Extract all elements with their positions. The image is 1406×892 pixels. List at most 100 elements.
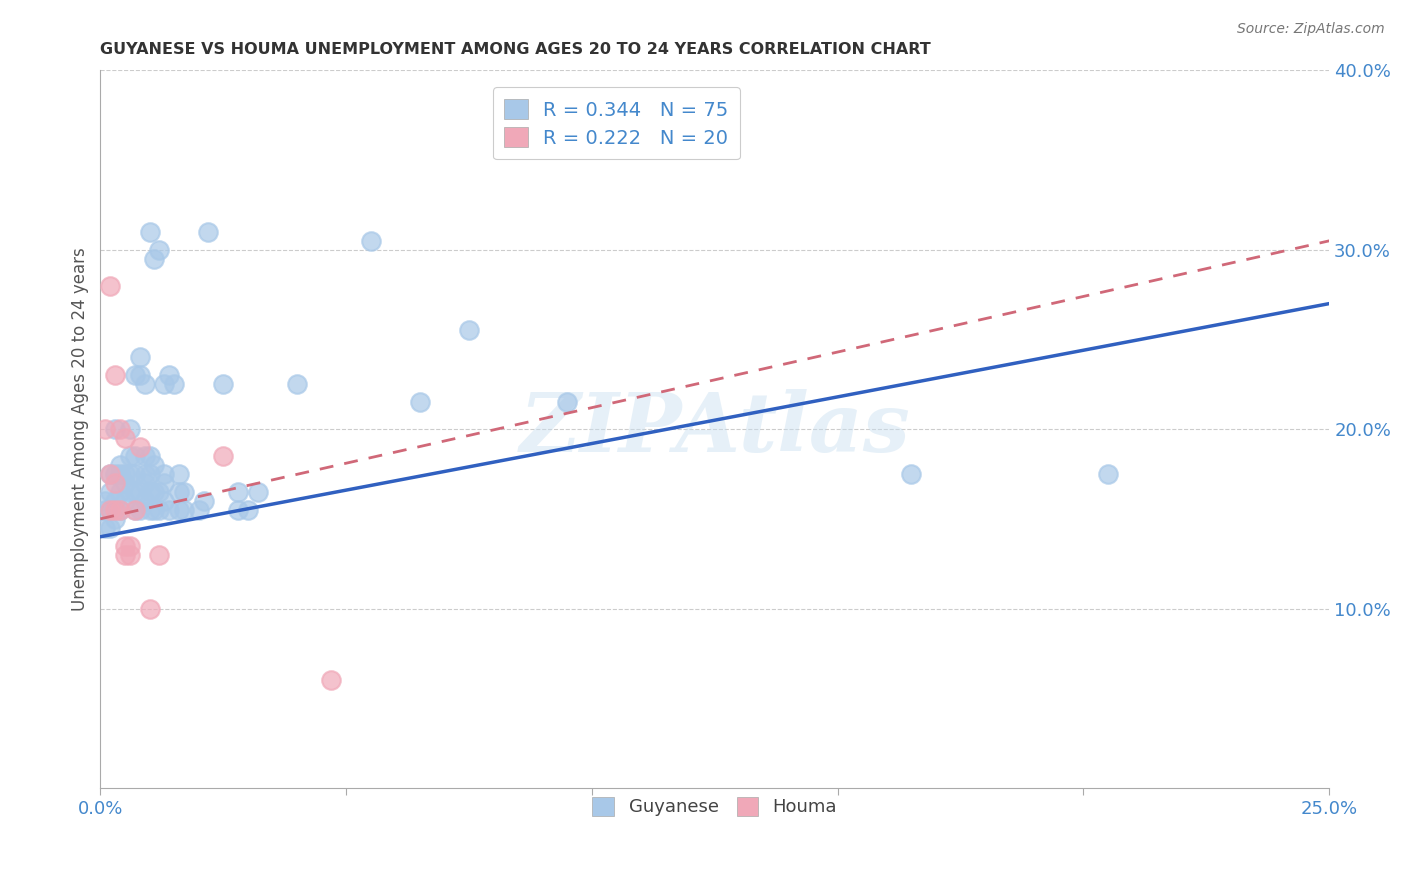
Point [98, 467, 121, 481]
Point [212, 377, 235, 392]
Point [226, 484, 249, 499]
Point [212, 449, 235, 463]
Point [108, 458, 131, 472]
Point [138, 449, 160, 463]
Point [153, 494, 176, 508]
Point [104, 475, 127, 490]
Point [134, 377, 156, 392]
Point [153, 475, 176, 490]
Point [193, 494, 215, 508]
Point [98, 484, 121, 499]
Point [128, 368, 150, 383]
Point [134, 449, 156, 463]
Point [118, 422, 141, 436]
Point [94, 503, 117, 517]
Point [321, 673, 343, 688]
Point [163, 377, 186, 392]
Point [114, 467, 136, 481]
Legend: Guyanese, Houma: Guyanese, Houma [583, 788, 846, 825]
Point [104, 422, 127, 436]
Point [157, 503, 180, 517]
Point [900, 467, 922, 481]
Point [143, 458, 166, 472]
Point [246, 484, 269, 499]
Point [148, 484, 170, 499]
Point [134, 494, 156, 508]
Point [124, 484, 146, 499]
Point [173, 503, 195, 517]
Point [134, 467, 156, 481]
Point [138, 503, 160, 517]
Point [94, 521, 117, 535]
Point [226, 503, 249, 517]
Point [138, 467, 160, 481]
Point [118, 449, 141, 463]
Point [153, 467, 176, 481]
Point [173, 484, 195, 499]
Point [98, 503, 121, 517]
Point [360, 234, 382, 248]
Point [114, 494, 136, 508]
Point [167, 503, 190, 517]
Text: Source: ZipAtlas.com: Source: ZipAtlas.com [1237, 22, 1385, 37]
Y-axis label: Unemployment Among Ages 20 to 24 years: Unemployment Among Ages 20 to 24 years [72, 247, 89, 611]
Point [124, 368, 146, 383]
Point [143, 503, 166, 517]
Point [148, 243, 170, 257]
Point [138, 225, 160, 239]
Point [143, 484, 166, 499]
Point [128, 484, 150, 499]
Point [118, 539, 141, 553]
Text: ZIPAtlas: ZIPAtlas [519, 389, 910, 469]
Point [98, 503, 121, 517]
Point [118, 548, 141, 562]
Point [557, 395, 579, 409]
Point [98, 278, 121, 293]
Point [104, 467, 127, 481]
Point [118, 467, 141, 481]
Point [236, 503, 259, 517]
Point [197, 225, 219, 239]
Point [138, 601, 160, 615]
Point [124, 467, 146, 481]
Point [134, 475, 156, 490]
Point [108, 467, 131, 481]
Point [118, 484, 141, 499]
Point [124, 503, 146, 517]
Point [98, 521, 121, 535]
Point [153, 377, 176, 392]
Point [124, 503, 146, 517]
Point [98, 467, 121, 481]
Point [157, 368, 180, 383]
Point [128, 351, 150, 365]
Point [114, 475, 136, 490]
Point [104, 368, 127, 383]
Point [148, 503, 170, 517]
Point [104, 503, 127, 517]
Point [148, 548, 170, 562]
Point [409, 395, 432, 409]
Point [187, 503, 209, 517]
Point [104, 494, 127, 508]
Text: GUYANESE VS HOUMA UNEMPLOYMENT AMONG AGES 20 TO 24 YEARS CORRELATION CHART: GUYANESE VS HOUMA UNEMPLOYMENT AMONG AGE… [100, 42, 931, 57]
Point [108, 422, 131, 436]
Point [167, 484, 190, 499]
Point [1097, 467, 1119, 481]
Point [128, 440, 150, 454]
Point [143, 252, 166, 266]
Point [458, 324, 481, 338]
Point [108, 503, 131, 517]
Point [94, 494, 117, 508]
Point [138, 484, 160, 499]
Point [285, 377, 308, 392]
Point [114, 539, 136, 553]
Point [128, 503, 150, 517]
Point [94, 422, 117, 436]
Point [108, 484, 131, 499]
Point [114, 548, 136, 562]
Point [104, 512, 127, 526]
Point [124, 449, 146, 463]
Point [114, 431, 136, 445]
Point [108, 503, 131, 517]
Point [167, 467, 190, 481]
